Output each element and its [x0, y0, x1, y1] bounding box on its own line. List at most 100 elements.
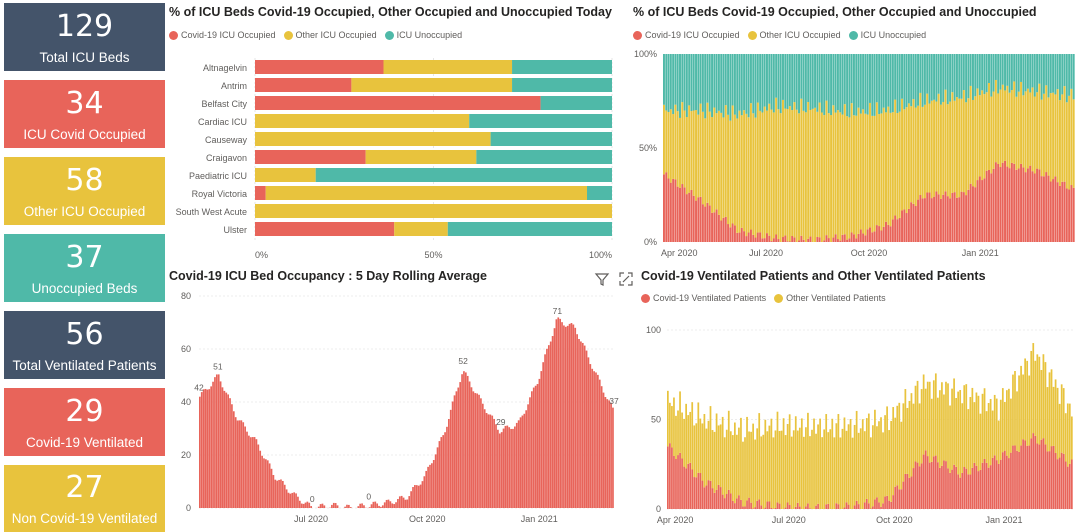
column-segment[interactable]	[669, 182, 672, 242]
column-segment[interactable]	[744, 506, 746, 509]
column-segment[interactable]	[1006, 85, 1009, 167]
column-segment[interactable]	[770, 418, 773, 508]
area-column[interactable]	[302, 503, 305, 508]
area-column[interactable]	[566, 325, 569, 508]
area-column[interactable]	[242, 422, 245, 508]
column-segment[interactable]	[663, 174, 665, 242]
column-segment[interactable]	[727, 54, 730, 115]
column-segment[interactable]	[733, 54, 736, 115]
column-segment[interactable]	[798, 113, 800, 241]
column-segment[interactable]	[715, 54, 718, 114]
column-segment[interactable]	[1013, 163, 1016, 242]
column-segment[interactable]	[711, 117, 714, 213]
area-column[interactable]	[298, 500, 301, 508]
area-column[interactable]	[253, 437, 256, 508]
area-column[interactable]	[595, 372, 597, 508]
column-segment[interactable]	[672, 178, 675, 242]
column-segment[interactable]	[835, 423, 838, 504]
column-segment[interactable]	[669, 109, 672, 183]
bar-segment[interactable]	[255, 78, 352, 92]
column-segment[interactable]	[910, 476, 913, 509]
column-segment[interactable]	[885, 112, 887, 222]
column-segment[interactable]	[733, 225, 736, 242]
area-column[interactable]	[580, 341, 582, 508]
column-segment[interactable]	[736, 434, 738, 499]
column-segment[interactable]	[1026, 360, 1029, 446]
column-segment[interactable]	[736, 118, 739, 233]
column-segment[interactable]	[1022, 95, 1025, 168]
column-segment[interactable]	[1029, 54, 1032, 93]
column-segment[interactable]	[837, 414, 840, 505]
column-segment[interactable]	[674, 179, 677, 242]
column-segment[interactable]	[843, 234, 846, 242]
column-segment[interactable]	[1015, 169, 1018, 242]
column-segment[interactable]	[759, 232, 762, 242]
column-segment[interactable]	[923, 54, 926, 105]
column-segment[interactable]	[889, 226, 892, 242]
column-segment[interactable]	[906, 473, 909, 509]
column-segment[interactable]	[697, 54, 700, 115]
column-segment[interactable]	[974, 54, 977, 97]
column-segment[interactable]	[717, 54, 720, 111]
column-segment[interactable]	[857, 54, 860, 108]
column-segment[interactable]	[703, 413, 706, 488]
column-segment[interactable]	[1038, 54, 1041, 84]
column-segment[interactable]	[896, 219, 899, 242]
column-segment[interactable]	[888, 500, 890, 509]
column-segment[interactable]	[1070, 459, 1073, 509]
area-column[interactable]	[442, 435, 445, 508]
column-segment[interactable]	[973, 402, 976, 463]
column-segment[interactable]	[811, 54, 814, 109]
column-segment[interactable]	[869, 54, 871, 103]
column-segment[interactable]	[859, 229, 862, 242]
area-column[interactable]	[463, 371, 465, 508]
column-segment[interactable]	[772, 54, 775, 113]
column-segment[interactable]	[1034, 360, 1037, 436]
bar-segment[interactable]	[255, 222, 395, 236]
column-segment[interactable]	[841, 234, 844, 242]
column-segment[interactable]	[1029, 165, 1032, 242]
area-column[interactable]	[272, 475, 275, 508]
column-segment[interactable]	[896, 54, 899, 113]
column-segment[interactable]	[907, 208, 910, 242]
column-segment[interactable]	[898, 402, 901, 490]
column-segment[interactable]	[715, 489, 718, 509]
column-segment[interactable]	[1068, 54, 1071, 96]
area-column[interactable]	[434, 454, 437, 508]
area-column[interactable]	[400, 495, 403, 508]
column-segment[interactable]	[695, 110, 697, 201]
column-segment[interactable]	[772, 437, 775, 509]
column-segment[interactable]	[683, 418, 685, 467]
column-segment[interactable]	[971, 467, 974, 509]
column-segment[interactable]	[1015, 54, 1018, 97]
area-column[interactable]	[217, 374, 220, 508]
column-segment[interactable]	[988, 169, 990, 242]
column-segment[interactable]	[873, 54, 876, 116]
column-segment[interactable]	[834, 112, 837, 235]
area-column[interactable]	[561, 322, 563, 508]
column-segment[interactable]	[758, 413, 761, 500]
column-segment[interactable]	[1001, 162, 1004, 242]
area-column[interactable]	[323, 505, 326, 508]
column-segment[interactable]	[991, 457, 994, 509]
area-column[interactable]	[429, 464, 431, 508]
column-segment[interactable]	[754, 439, 757, 508]
column-segment[interactable]	[760, 436, 763, 506]
column-segment[interactable]	[701, 204, 704, 242]
area-column[interactable]	[523, 413, 526, 508]
column-segment[interactable]	[834, 234, 837, 242]
area-column[interactable]	[248, 435, 250, 508]
column-segment[interactable]	[1006, 455, 1008, 509]
column-segment[interactable]	[805, 506, 807, 509]
column-segment[interactable]	[807, 503, 809, 509]
column-segment[interactable]	[1010, 162, 1013, 242]
column-segment[interactable]	[723, 437, 726, 499]
column-segment[interactable]	[1034, 435, 1037, 509]
area-column[interactable]	[214, 377, 216, 508]
area-column[interactable]	[221, 387, 224, 508]
column-segment[interactable]	[1036, 54, 1039, 93]
area-column[interactable]	[349, 507, 352, 508]
area-column[interactable]	[438, 441, 441, 508]
column-segment[interactable]	[890, 420, 893, 502]
column-segment[interactable]	[774, 430, 777, 508]
